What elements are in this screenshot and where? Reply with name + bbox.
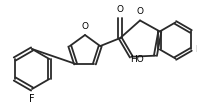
Text: F: F [29,94,35,104]
Text: N: N [195,45,197,54]
Text: HO: HO [130,55,143,64]
Text: O: O [117,5,124,14]
Text: O: O [82,22,88,31]
Text: O: O [137,7,144,16]
